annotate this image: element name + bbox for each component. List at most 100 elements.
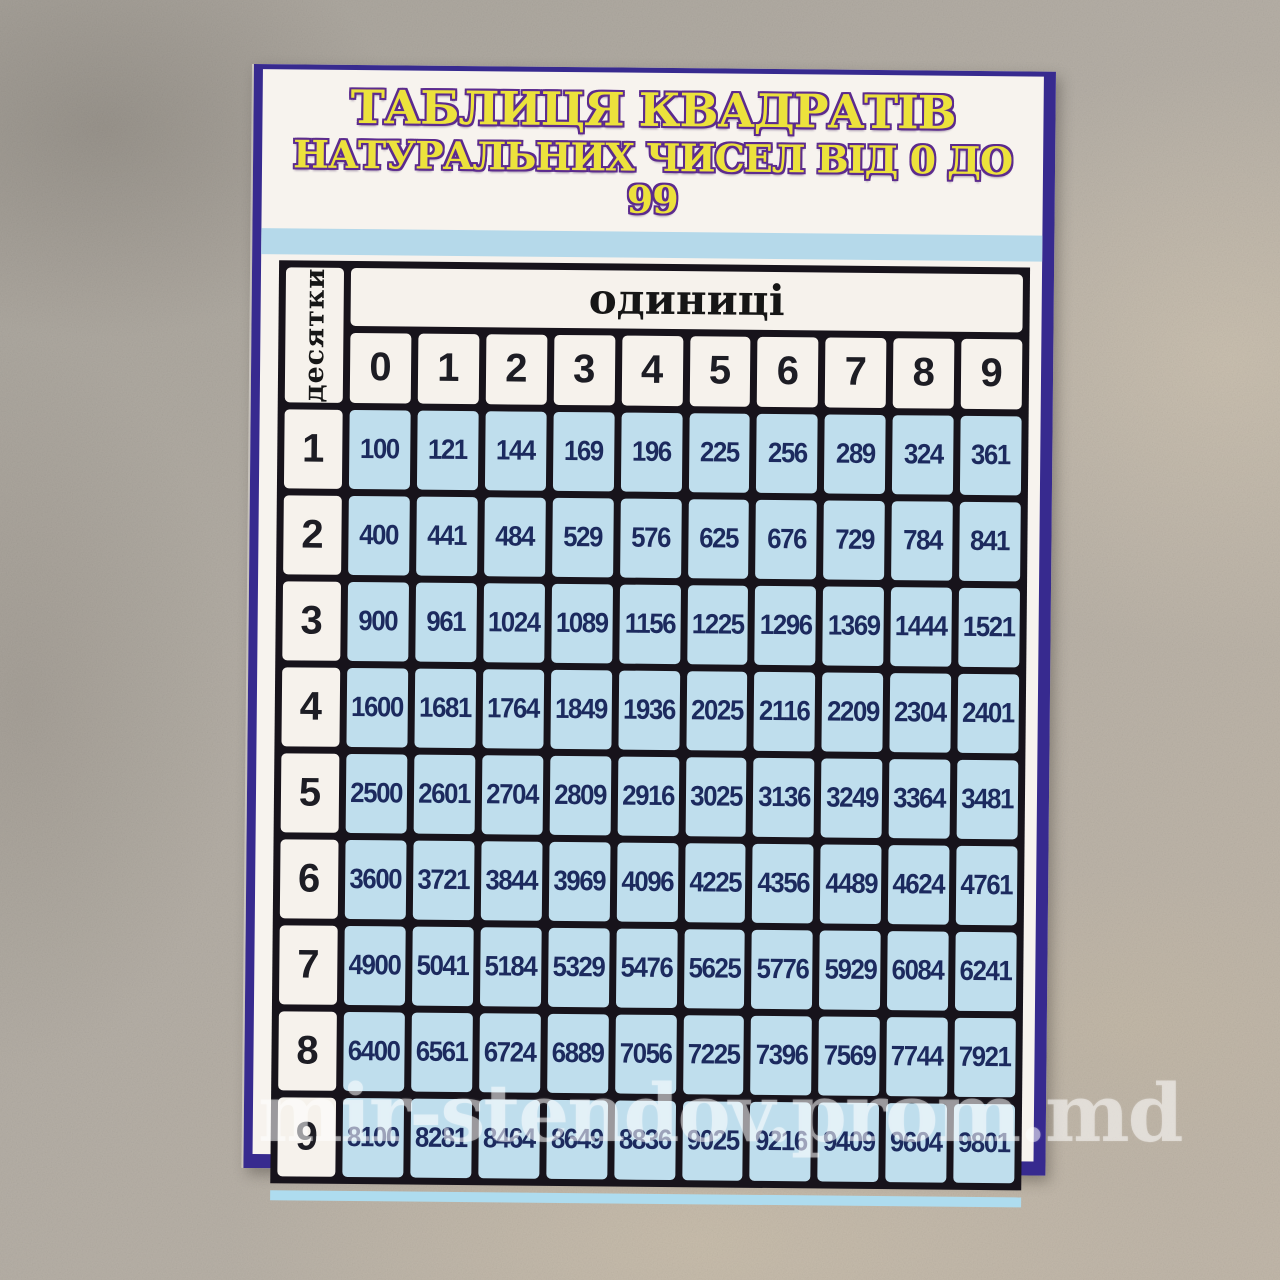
- square-cell-144-label: 144: [495, 434, 536, 466]
- units-header: одиниці: [350, 267, 1024, 332]
- square-cell-3600: 3600: [344, 839, 407, 920]
- square-cell-2116-label: 2116: [759, 694, 810, 727]
- square-cell-361-label: 361: [971, 439, 1011, 471]
- square-cell-4225: 4225: [684, 842, 746, 923]
- units-col-header-6-label: 6: [776, 349, 800, 394]
- square-cell-2401-label: 2401: [962, 696, 1015, 729]
- tens-row-header-5: 5: [280, 752, 340, 833]
- square-cell-1444: 1444: [890, 586, 953, 667]
- square-cell-2304: 2304: [889, 672, 952, 753]
- square-cell-441: 441: [415, 496, 478, 576]
- square-cell-1681: 1681: [414, 668, 477, 748]
- square-cell-3969: 3969: [548, 841, 611, 922]
- tens-row-header-5-label: 5: [298, 770, 322, 815]
- square-cell-4900-label: 4900: [348, 949, 401, 981]
- square-cell-1225-label: 1225: [691, 608, 744, 640]
- tens-row-header-6: 6: [279, 838, 339, 919]
- square-cell-3249-label: 3249: [825, 781, 878, 814]
- units-col-header-1: 1: [417, 333, 480, 404]
- tens-row-header-4: 4: [281, 666, 341, 747]
- square-cell-6889-label: 6889: [551, 1037, 604, 1069]
- square-cell-4489-label: 4489: [824, 867, 877, 900]
- square-cell-1521-label: 1521: [963, 610, 1016, 643]
- square-cell-576: 576: [619, 498, 682, 578]
- square-cell-784: 784: [891, 500, 953, 581]
- table-wrapper: десятки одиниці 0 1 2 3 4 5 6 7 8 9 1 100 121 144 169 196…: [270, 259, 1031, 1191]
- square-cell-2601: 2601: [413, 754, 476, 834]
- units-col-header-4: 4: [621, 335, 683, 406]
- square-cell-324: 324: [892, 414, 954, 495]
- square-cell-1024-label: 1024: [487, 606, 540, 638]
- tens-corner-header: десятки: [284, 266, 345, 403]
- square-cell-3136-label: 3136: [757, 780, 810, 813]
- square-cell-1764-label: 1764: [487, 692, 540, 724]
- square-cell-3481: 3481: [956, 759, 1019, 839]
- square-cell-3249: 3249: [820, 758, 883, 838]
- square-cell-169: 169: [552, 411, 615, 492]
- square-cell-3600-label: 3600: [349, 863, 402, 895]
- tens-row-header-1-label: 1: [301, 426, 325, 471]
- units-col-header-5-label: 5: [708, 348, 732, 393]
- units-col-header-0-label: 0: [369, 345, 392, 390]
- units-col-header-8-label: 8: [912, 350, 936, 395]
- square-cell-4761: 4761: [955, 845, 1018, 925]
- square-cell-1849: 1849: [550, 669, 612, 750]
- square-cell-2704: 2704: [481, 754, 544, 835]
- square-cell-5329: 5329: [547, 927, 610, 1008]
- square-cell-676: 676: [755, 499, 818, 580]
- square-cell-484-label: 484: [495, 520, 535, 552]
- square-cell-2809-label: 2809: [554, 779, 607, 811]
- units-col-header-3-label: 3: [572, 347, 596, 392]
- square-cell-4624-label: 4624: [892, 868, 945, 900]
- square-cell-400-label: 400: [359, 519, 399, 551]
- square-cell-5041: 5041: [411, 926, 474, 1006]
- square-cell-3481-label: 3481: [961, 782, 1014, 815]
- tens-row-header-7: 7: [278, 924, 338, 1005]
- units-col-header-3: 3: [553, 334, 616, 406]
- square-cell-2809: 2809: [549, 755, 611, 836]
- square-cell-4096: 4096: [616, 842, 679, 922]
- square-cell-196: 196: [620, 412, 683, 492]
- tens-row-header-3: 3: [282, 580, 342, 661]
- square-cell-100-label: 100: [360, 433, 400, 465]
- square-cell-6400-label: 6400: [347, 1035, 401, 1067]
- units-col-header-0: 0: [349, 332, 412, 404]
- square-cell-900: 900: [347, 581, 409, 662]
- square-cell-6084: 6084: [887, 930, 949, 1011]
- square-cell-4356-label: 4356: [756, 866, 810, 899]
- square-cell-6241: 6241: [955, 931, 1017, 1011]
- square-cell-2116: 2116: [753, 671, 816, 752]
- square-cell-4489: 4489: [820, 844, 882, 924]
- tens-row-header-1: 1: [283, 408, 343, 489]
- square-cell-1296-label: 1296: [759, 608, 812, 641]
- square-cell-3364: 3364: [888, 758, 951, 839]
- square-cell-324-label: 324: [903, 438, 943, 470]
- square-cell-1444-label: 1444: [895, 610, 948, 642]
- square-cell-361: 361: [959, 415, 1022, 495]
- watermark-text: mir-stendov.prom.md: [258, 1066, 1184, 1160]
- square-cell-5476-label: 5476: [620, 951, 673, 984]
- square-cell-484: 484: [483, 496, 546, 577]
- square-cell-729: 729: [823, 500, 886, 580]
- square-cell-1849-label: 1849: [554, 693, 608, 725]
- square-cell-2209: 2209: [821, 672, 884, 752]
- square-cell-5776-label: 5776: [756, 952, 809, 985]
- square-cell-5929-label: 5929: [824, 953, 877, 986]
- square-cell-1156-label: 1156: [624, 607, 676, 640]
- square-cell-3364-label: 3364: [893, 782, 946, 814]
- tens-row-header-6-label: 6: [297, 856, 321, 901]
- square-cell-289: 289: [824, 414, 886, 494]
- square-cell-5625: 5625: [683, 928, 746, 1009]
- square-cell-4624: 4624: [887, 844, 950, 925]
- tens-corner-header-label: десятки: [298, 267, 331, 403]
- units-col-header-7-label: 7: [844, 349, 868, 395]
- square-cell-3969-label: 3969: [553, 865, 606, 897]
- square-cell-6724-label: 6724: [483, 1036, 536, 1068]
- square-cell-5329-label: 5329: [552, 951, 605, 983]
- square-cell-729-label: 729: [834, 523, 874, 556]
- square-cell-4096-label: 4096: [621, 865, 674, 898]
- tens-row-header-3-label: 3: [300, 598, 323, 643]
- units-col-header-9: 9: [960, 338, 1023, 409]
- square-cell-1296: 1296: [754, 585, 817, 666]
- square-cell-841: 841: [959, 501, 1021, 581]
